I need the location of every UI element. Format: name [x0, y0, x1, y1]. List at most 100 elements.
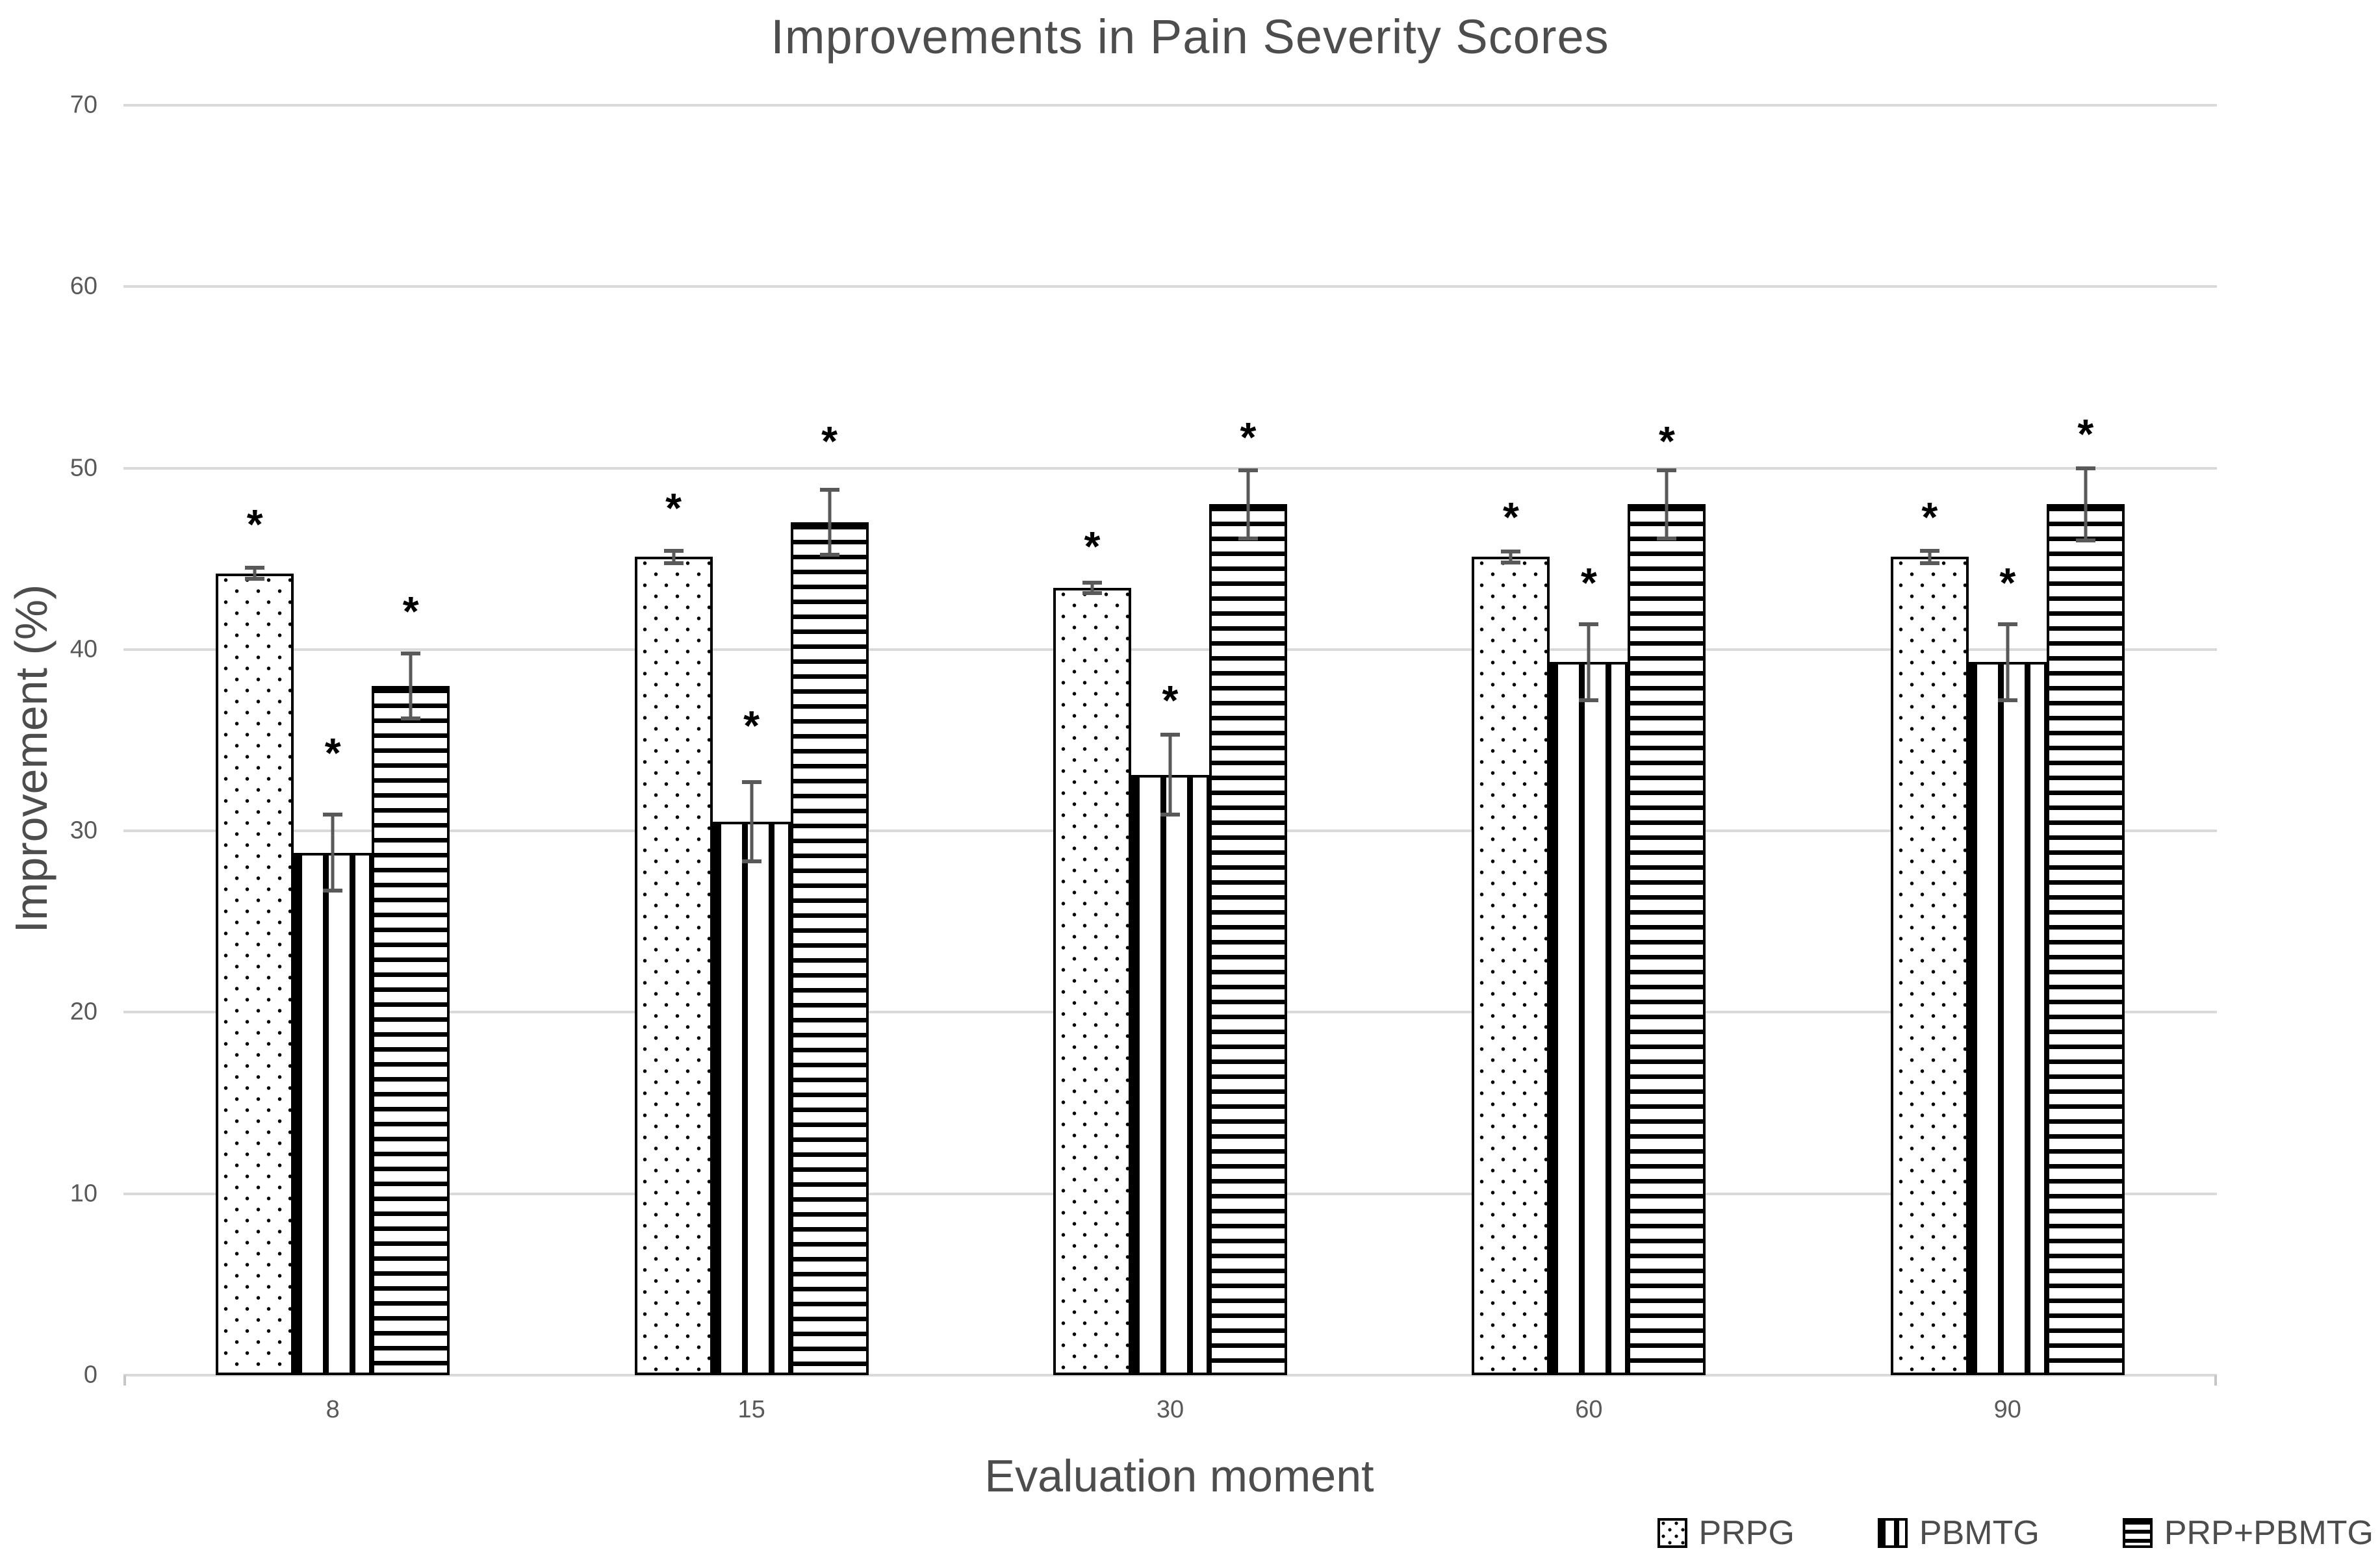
error-bar-cap — [1501, 560, 1521, 564]
error-bar-prp+pbmtg-90 — [2075, 466, 2095, 543]
error-bar-prpg-30 — [1082, 580, 1102, 596]
bar-prpg-60 — [1472, 557, 1550, 1375]
error-bar-cap — [1082, 591, 1102, 596]
error-bar-cap — [1160, 733, 1180, 737]
axis-edge-tick-right — [2214, 1375, 2217, 1386]
error-bar-cap — [1501, 550, 1521, 554]
x-tick-label-30: 30 — [1156, 1396, 1184, 1423]
legend-swatch-horizontal-stripes-icon — [2122, 1518, 2153, 1548]
gridline-y-50 — [123, 466, 2217, 470]
error-bar-cap — [819, 488, 839, 492]
error-bar-stem — [2006, 622, 2010, 702]
error-bar-stem — [1587, 622, 1591, 702]
y-tick-label: 60 — [70, 272, 97, 300]
legend-label: PBMTG — [1919, 1514, 2040, 1552]
x-tick-label-8: 8 — [326, 1396, 340, 1423]
error-bar-stem — [1168, 733, 1172, 817]
error-bar-cap — [1082, 580, 1102, 585]
error-bar-cap — [1657, 537, 1677, 541]
error-bar-cap — [1657, 468, 1677, 472]
error-bar-cap — [401, 716, 421, 720]
error-bar-cap — [1238, 468, 1258, 472]
significance-marker-pbmtg-90: * — [1999, 559, 2016, 606]
y-tick-label: 40 — [70, 635, 97, 663]
significance-marker-prpg-30: * — [1084, 522, 1101, 570]
error-bar-cap — [401, 651, 421, 655]
legend-item-pbmtg: PBMTG — [1877, 1514, 2040, 1553]
gridline-y-70 — [123, 104, 2217, 107]
error-bar-cap — [323, 813, 343, 817]
y-tick-label: 30 — [70, 817, 97, 844]
significance-marker-prp+pbmtg-8: * — [402, 588, 419, 635]
error-bar-prpg-15 — [663, 548, 684, 565]
error-bar-pbmtg-15 — [741, 780, 761, 864]
legend-item-prpg: PRPG — [1657, 1514, 1795, 1553]
legend-item-prp+pbmtg: PRP+PBMTG — [2122, 1514, 2374, 1553]
significance-marker-prpg-60: * — [1502, 494, 1519, 541]
significance-marker-prpg-15: * — [665, 485, 682, 532]
error-bar-cap — [1160, 812, 1180, 817]
significance-marker-prpg-90: * — [1921, 494, 1938, 541]
error-bar-prpg-60 — [1501, 550, 1521, 564]
error-bar-stem — [331, 813, 335, 893]
error-bar-stem — [1090, 580, 1094, 596]
legend-label: PRP+PBMTG — [2164, 1514, 2374, 1552]
error-bar-cap — [1579, 698, 1599, 702]
bar-prpg-30 — [1053, 587, 1131, 1375]
significance-marker-prp+pbmtg-30: * — [1240, 414, 1257, 461]
error-bar-cap — [1238, 537, 1258, 541]
error-bar-cap — [1919, 561, 1939, 565]
error-bar-cap — [819, 553, 839, 557]
bar-pbmtg-60 — [1550, 662, 1628, 1375]
error-bar-prp+pbmtg-8 — [401, 651, 421, 720]
error-bar-cap — [741, 780, 761, 784]
bar-prp+pbmtg-60 — [1628, 504, 1706, 1375]
error-bar-cap — [663, 548, 684, 553]
bar-pbmtg-90 — [1968, 662, 2047, 1375]
error-bar-cap — [1997, 622, 2017, 626]
error-bar-pbmtg-60 — [1579, 622, 1599, 702]
error-bar-stem — [828, 488, 832, 557]
bar-prpg-15 — [634, 557, 713, 1375]
significance-marker-pbmtg-8: * — [324, 729, 341, 777]
error-bar-cap — [1919, 548, 1939, 553]
significance-marker-pbmtg-30: * — [1162, 677, 1179, 724]
bar-prpg-90 — [1890, 557, 1969, 1375]
bar-pbmtg-8 — [294, 852, 372, 1375]
error-bar-pbmtg-30 — [1160, 733, 1180, 817]
y-tick-label: 50 — [70, 454, 97, 482]
legend: PRPG PBMTG PRP+PBMTG — [1657, 1514, 2374, 1553]
bar-prp+pbmtg-15 — [790, 522, 869, 1375]
y-tick-label: 70 — [70, 91, 97, 119]
error-bar-stem — [672, 548, 676, 565]
legend-swatch-dots-icon — [1657, 1518, 1687, 1548]
error-bar-stem — [253, 566, 257, 581]
error-bar-cap — [741, 859, 761, 864]
significance-marker-prp+pbmtg-15: * — [821, 417, 838, 464]
bar-prp+pbmtg-90 — [2046, 504, 2125, 1375]
error-bar-cap — [323, 889, 343, 893]
error-bar-prpg-90 — [1919, 548, 1939, 565]
gridline-y-40 — [123, 648, 2217, 651]
bar-pbmtg-15 — [712, 822, 791, 1375]
error-bar-cap — [245, 576, 265, 581]
x-tick-label-60: 60 — [1575, 1396, 1603, 1423]
error-bar-cap — [1579, 622, 1599, 626]
y-tick-label: 0 — [83, 1361, 97, 1389]
error-bar-stem — [2084, 466, 2088, 543]
y-tick-label: 20 — [70, 998, 97, 1026]
x-tick-label-90: 90 — [1993, 1396, 2021, 1423]
error-bar-cap — [2075, 539, 2095, 543]
significance-marker-pbmtg-15: * — [743, 702, 760, 750]
significance-marker-prp+pbmtg-90: * — [2077, 410, 2094, 457]
error-bar-stem — [750, 780, 754, 864]
error-bar-pbmtg-90 — [1997, 622, 2017, 702]
bar-pbmtg-30 — [1131, 774, 1209, 1375]
error-bar-stem — [1509, 550, 1513, 564]
error-bar-cap — [245, 566, 265, 570]
error-bar-prpg-8 — [245, 566, 265, 581]
error-bar-prp+pbmtg-60 — [1657, 468, 1677, 541]
chart-title: Improvements in Pain Severity Scores — [771, 10, 1609, 64]
significance-marker-prpg-8: * — [246, 501, 263, 548]
